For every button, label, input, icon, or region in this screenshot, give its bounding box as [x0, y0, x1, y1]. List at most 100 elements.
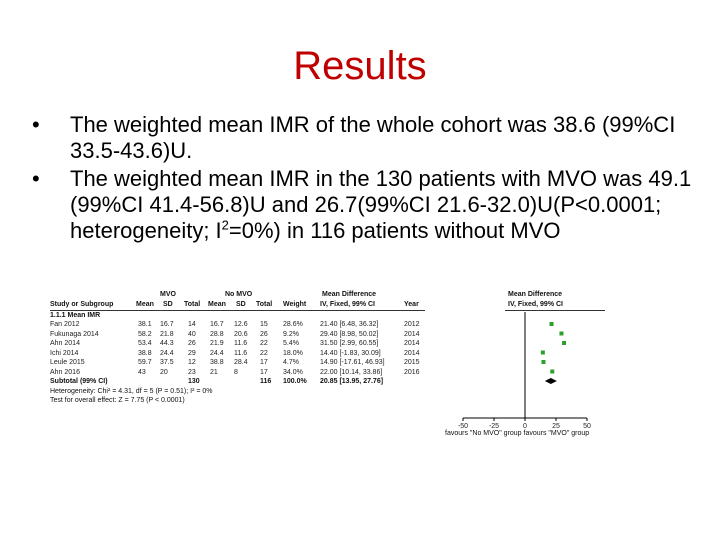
x-tick-label: 50	[583, 423, 591, 430]
study-n2-cell: 17	[260, 359, 268, 366]
subgroup-label: 1.1.1 Mean IMR	[50, 312, 101, 319]
study-m2-cell: 28.8	[210, 330, 224, 338]
study-ci-cell: 31.50 [2.99, 60.55]	[320, 340, 379, 347]
study-w-cell: 18.0%	[283, 349, 303, 357]
bullet-dot-icon: •	[32, 112, 40, 137]
study-m1-cell: 38.8	[138, 349, 152, 357]
bullet-text: The weighted mean IMR in the 130 patient…	[70, 166, 691, 243]
header-rule-right	[505, 310, 605, 311]
study-name-cell: Fan 2012	[50, 321, 80, 328]
x-tick-label: -25	[489, 423, 499, 430]
study-n2-cell: 26	[260, 330, 268, 338]
study-point	[562, 341, 567, 345]
study-w-cell: 34.0%	[283, 368, 303, 376]
study-sd2-cell: 20.6	[234, 330, 248, 338]
col-study: Study or Subgroup	[50, 301, 114, 308]
study-point	[541, 360, 546, 364]
superscript: 2	[221, 217, 229, 233]
study-n2-cell: 17	[260, 368, 268, 376]
col-weight: Weight	[283, 301, 307, 308]
col-mean2: Mean	[208, 301, 226, 308]
study-n1-cell: 12	[188, 359, 196, 366]
study-m1-cell: 59.7	[138, 359, 152, 366]
study-sd2-cell: 8	[234, 368, 238, 376]
subtotal-ci: 20.85 [13.95, 27.76]	[320, 378, 384, 385]
study-w-cell: 9.2%	[283, 330, 299, 338]
study-name-cell: Ichi 2014	[50, 349, 79, 357]
bullet-text-post: =0%) in 116 patients without MVO	[228, 218, 561, 243]
header-rule	[50, 310, 425, 311]
study-w-cell: 4.7%	[283, 359, 299, 366]
study-n1-cell: 40	[188, 330, 196, 338]
study-sd1-cell: 16.7	[160, 321, 174, 328]
study-point	[540, 350, 545, 355]
bullet-dot-icon: •	[32, 166, 40, 191]
study-sd2-cell: 28.4	[234, 359, 248, 366]
study-n2-cell: 15	[260, 321, 268, 328]
study-sd2-cell: 11.6	[234, 349, 248, 357]
study-m2-cell: 21.9	[210, 340, 224, 347]
study-ci-cell: 22.00 [10.14, 33.86]	[320, 368, 383, 376]
bullet-item: • The weighted mean IMR of the whole coh…	[30, 112, 720, 164]
study-name-cell: Leule 2015	[50, 359, 85, 366]
col-year: Year	[404, 301, 419, 308]
study-year-cell: 2014	[404, 340, 420, 347]
col-sd1: SD	[163, 301, 173, 308]
study-sd1-cell: 21.8	[160, 330, 174, 338]
study-n1-cell: 26	[188, 340, 196, 347]
study-year-cell: 2014	[404, 349, 420, 357]
study-sd2-cell: 11.6	[234, 340, 248, 347]
study-sd1-cell: 20	[160, 368, 168, 376]
group-no-mvo-header: No MVO	[225, 291, 253, 298]
subtotal-diamond	[544, 378, 557, 384]
col-method-right: IV, Fixed, 99% CI	[508, 301, 563, 308]
favours-label: favours "No MVO" group favours "MVO" gro…	[445, 430, 590, 437]
study-n2-cell: 22	[260, 340, 268, 347]
study-w-cell: 5.4%	[283, 340, 299, 347]
study-ci-cell: 14.90 [-17.61, 46.93]	[320, 359, 385, 366]
subtotal-n2: 116	[260, 378, 272, 385]
forest-plot-figure: MVO No MVO Mean Difference Mean Differen…	[50, 290, 650, 450]
study-sd1-cell: 37.5	[160, 359, 174, 366]
study-m2-cell: 24.4	[210, 349, 224, 357]
study-name-cell: Ahn 2014	[50, 340, 80, 347]
study-m2-cell: 21	[210, 368, 218, 376]
col-mean1: Mean	[136, 301, 154, 308]
study-ci-cell: 14.40 [-1.83, 30.09]	[320, 349, 381, 357]
study-n1-cell: 23	[188, 368, 196, 376]
study-sd1-cell: 44.3	[160, 340, 174, 347]
subtotal-weight: 100.0%	[283, 378, 307, 385]
x-tick-label: 25	[552, 423, 560, 430]
col-total1: Total	[184, 301, 201, 308]
study-name-cell: Ahn 2016	[50, 368, 80, 376]
study-year-cell: 2016	[404, 368, 420, 376]
forest-plot-area: -50 -25 0 25 50	[458, 312, 591, 430]
col-sd2: SD	[236, 301, 246, 308]
bullet-list: • The weighted mean IMR of the whole coh…	[30, 112, 720, 246]
study-m1-cell: 38.1	[138, 321, 152, 328]
study-n1-cell: 29	[188, 349, 196, 357]
bullet-text: The weighted mean IMR of the whole cohor…	[70, 112, 676, 163]
slide-title: Results	[293, 44, 427, 88]
overall-effect-text: Test for overall effect: Z = 7.75 (P < 0…	[50, 397, 185, 404]
col-method: IV, Fixed, 99% CI	[320, 301, 375, 308]
bullet-text-pre: The weighted mean IMR in the 130 patient…	[70, 166, 692, 243]
study-m1-cell: 43	[138, 368, 146, 376]
heterogeneity-text: Heterogeneity: Chi² = 4.31, df = 5 (P = …	[50, 388, 213, 395]
col-total2: Total	[256, 301, 273, 308]
study-ci-cell: 29.40 [8.98, 50.02]	[320, 330, 379, 338]
study-ci-cell: 21.40 [6.48, 36.32]	[320, 321, 379, 328]
x-tick-label: -50	[458, 423, 468, 430]
study-name-cell: Fukunaga 2014	[50, 330, 99, 338]
x-tick-label: 0	[523, 423, 527, 430]
study-point	[550, 369, 555, 374]
study-m1-cell: 53.4	[138, 340, 152, 347]
mean-diff-header-right: Mean Difference	[508, 291, 563, 298]
subtotal-n1: 130	[188, 378, 200, 385]
mean-diff-header: Mean Difference	[322, 291, 377, 298]
study-n2-cell: 22	[260, 349, 268, 357]
bullet-item: • The weighted mean IMR in the 130 patie…	[30, 166, 720, 244]
study-point	[549, 322, 554, 326]
group-mvo-header: MVO	[160, 291, 176, 298]
study-year-cell: 2014	[404, 330, 420, 338]
